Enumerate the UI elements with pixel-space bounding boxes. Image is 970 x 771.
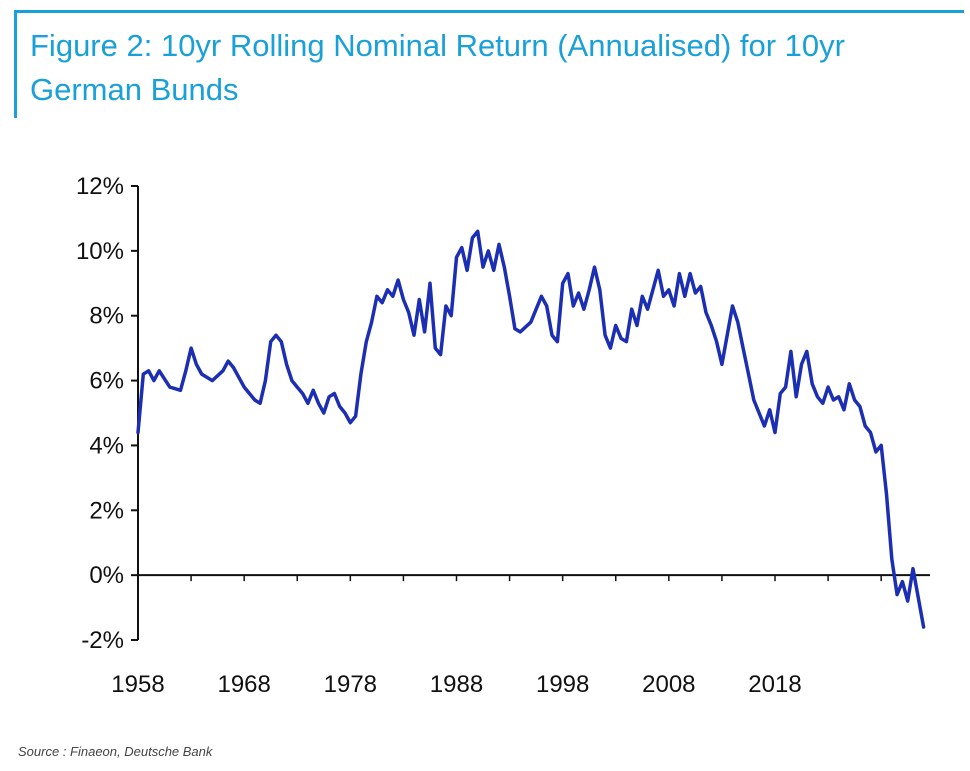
x-tick-label: 2008 xyxy=(642,671,695,698)
line-chart: 12% 10% 8% 6% 4% 2% 0% -2% 1958 1968 1978 1988 1998 2… xyxy=(76,173,930,698)
y-tick-label: -2% xyxy=(81,627,124,654)
y-tick-label: 0% xyxy=(89,562,124,589)
title-frame xyxy=(14,10,964,118)
series-line xyxy=(136,229,926,629)
source-note: Source : Finaeon, Deutsche Bank xyxy=(18,744,213,759)
y-tick-label: 12% xyxy=(76,173,124,200)
x-tick-label: 1978 xyxy=(324,671,377,698)
y-tick-label: 2% xyxy=(89,497,124,524)
x-tick-label: 1998 xyxy=(536,671,589,698)
y-tick-label: 6% xyxy=(89,368,124,395)
y-tick-label: 4% xyxy=(89,432,124,459)
x-tick-label: 1988 xyxy=(430,671,483,698)
y-tick-label: 10% xyxy=(76,238,124,265)
chart-title: Figure 2: 10yr Rolling Nominal Return (A… xyxy=(30,28,845,107)
x-tick-label: 2018 xyxy=(748,671,801,698)
x-tick-label: 1958 xyxy=(111,671,164,698)
y-tick-label: 8% xyxy=(89,303,124,330)
x-tick-label: 1968 xyxy=(217,671,270,698)
